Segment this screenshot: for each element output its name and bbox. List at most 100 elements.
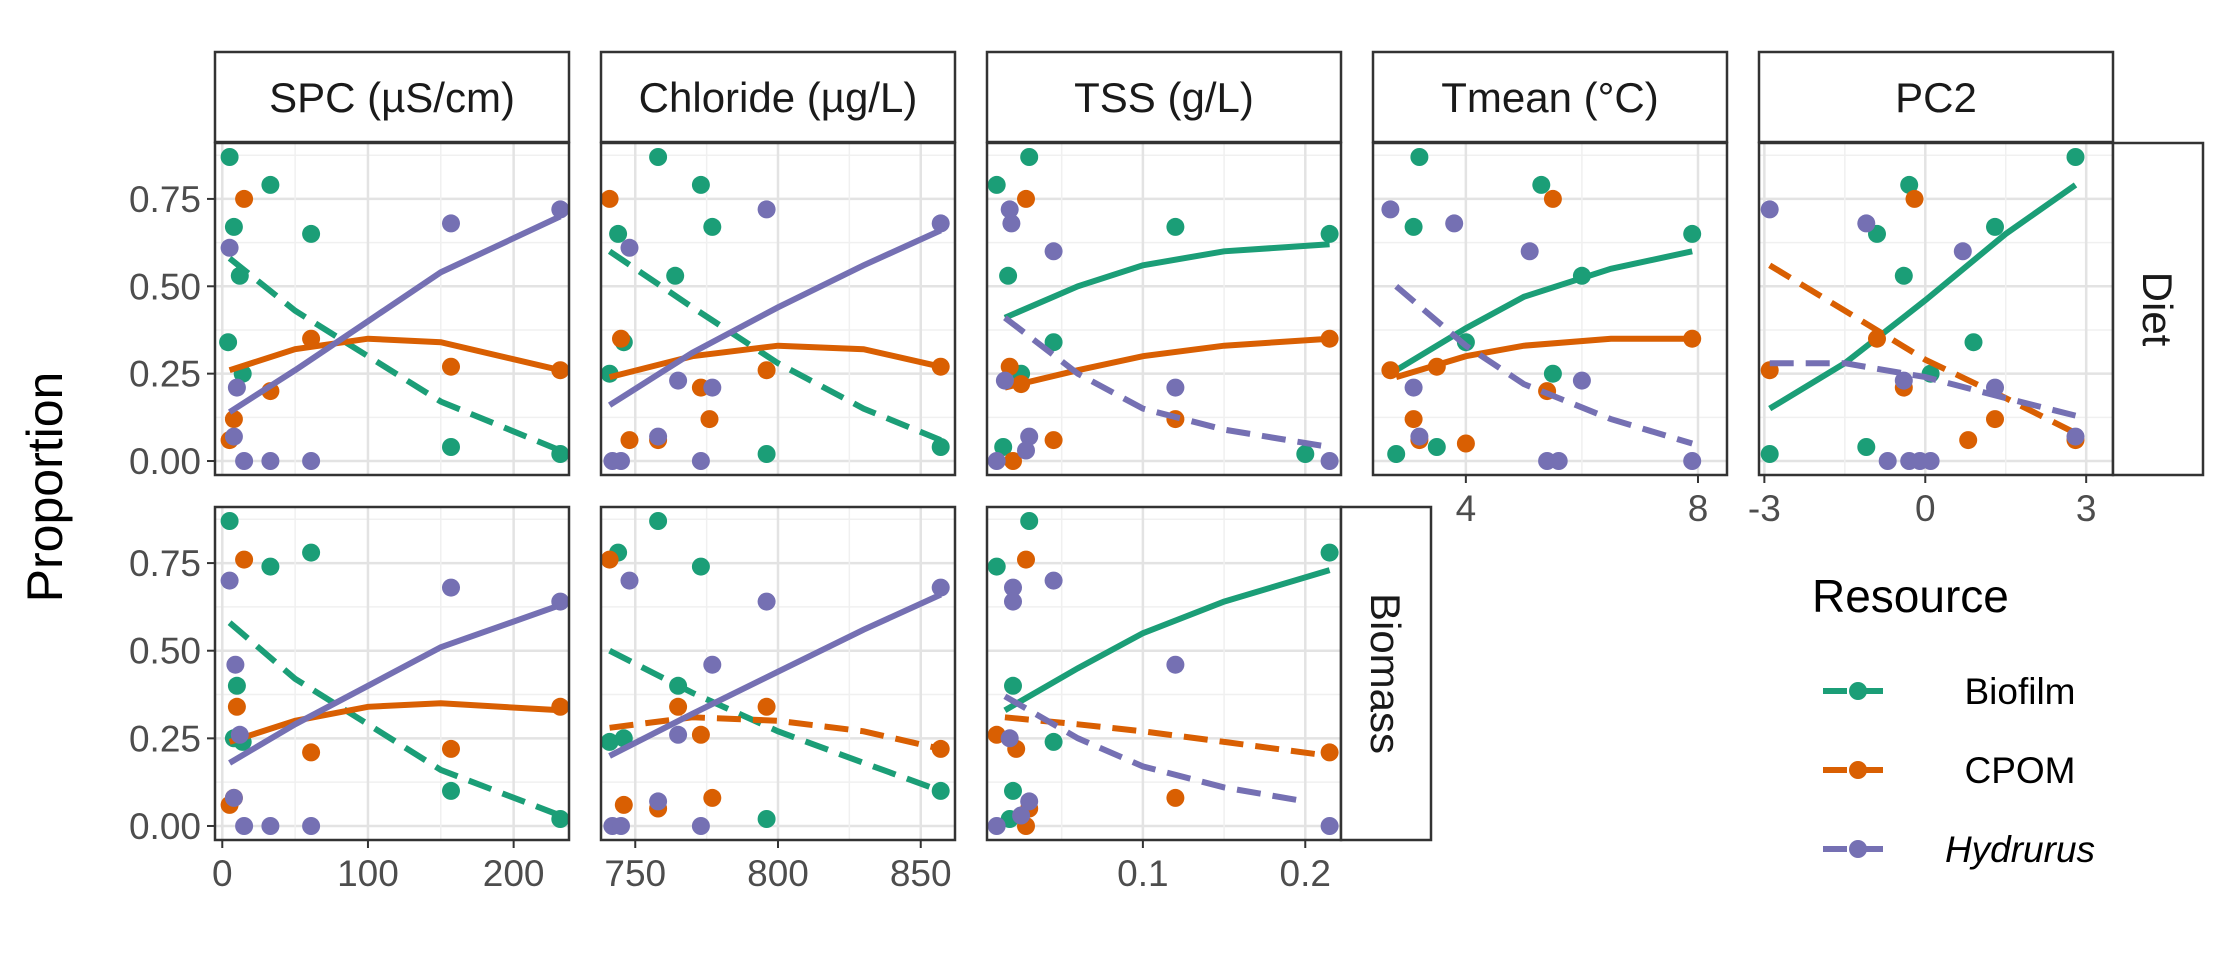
point-biofilm [1410,148,1429,166]
point-biofilm [666,266,685,285]
y-tick-label: 0.25 [129,354,201,395]
y-tick-label: 0.00 [129,806,201,847]
legend-entry-label: Biofilm [1964,671,2075,712]
point-biofilm [1320,543,1339,562]
series-biofilm [1760,148,2085,463]
facet-strip-1: Chloride (µg/L) [599,50,957,144]
point-hydrurus [1381,200,1400,219]
y-tick-label: 0.75 [129,179,201,220]
trend-line-hydrurus [1003,315,1331,450]
point-hydrurus [1986,378,2004,397]
point-biofilm [999,266,1018,285]
point-biofilm [649,148,668,166]
point-cpom [757,697,776,716]
panel-data [601,512,950,835]
panel-diet-1 [599,141,957,477]
point-biofilm [757,810,776,828]
point-hydrurus [1857,214,1876,233]
y-tick-label: 0.50 [129,631,201,672]
point-hydrurus [261,817,280,835]
point-hydrurus [220,571,239,590]
panel-data [219,148,569,470]
series-hydrurus [1381,200,1702,470]
point-hydrurus [757,200,776,219]
facet-strip-4: PC2 [1757,50,2115,144]
facet-strip-box [985,50,1343,144]
point-cpom [302,743,321,762]
point-biofilm [261,557,280,576]
legend-key-point [1849,840,1867,858]
point-cpom [700,410,719,429]
point-cpom [1320,329,1339,348]
point-hydrurus [1166,655,1185,674]
row-strip-diet: Diet [2111,141,2205,477]
panel-background [987,507,1341,840]
series-biofilm [1387,148,1702,463]
panel-biomass-1: 750 800 850 [599,505,957,894]
facet-strip-3: Tmean (°C) [1371,50,1729,144]
point-hydrurus [1520,242,1539,261]
x-tick-label: 0 [212,853,233,894]
facet-strip-label: PC2 [1895,74,1977,121]
point-hydrurus [1020,427,1039,446]
point-biofilm [994,438,1013,456]
point-biofilm [1387,445,1406,463]
point-biofilm [931,438,950,456]
trend-line-biofilm [1768,182,2078,412]
panels-layer: SPC (µS/cm) Chloride (µg/L) TSS (g/L) Tmean… [129,50,2205,894]
point-biofilm [601,732,619,751]
point-hydrurus [1004,578,1022,597]
point-cpom [442,357,460,376]
point-biofilm [224,217,243,236]
point-cpom [614,795,633,814]
point-biofilm [551,810,569,828]
point-hydrurus [703,655,722,674]
trend-line-hydrurus [1769,360,2077,419]
x-tick-label: 800 [747,853,809,894]
point-cpom [1404,410,1423,429]
point-hydrurus [1953,242,1972,261]
panel-biomass-0: 0.00 0.25 0.50 0.75 0 100 200 [129,505,571,894]
x-tick-label: 0.1 [1117,853,1168,894]
point-hydrurus [235,817,254,835]
panel-data [1381,148,1702,470]
point-biofilm [227,676,246,695]
panel-border [1371,141,1729,477]
facet-strip-box [599,50,957,144]
point-hydrurus [1404,378,1423,397]
trend-line-hydrurus [227,213,562,415]
point-hydrurus [1445,214,1464,233]
point-cpom [1905,189,1924,208]
point-hydrurus [442,578,460,597]
point-cpom [931,357,950,376]
panel-data [601,148,950,470]
row-strip-box [1339,505,1433,842]
x-tick-label: 200 [483,853,545,894]
point-biofilm [302,543,321,562]
point-hydrurus [2066,427,2085,446]
legend-entry-label: CPOM [1965,750,2076,791]
point-hydrurus [1683,452,1702,470]
y-tick-label: 0.50 [129,266,201,307]
series-hydrurus [220,571,569,835]
x-tick-label: 850 [890,853,952,894]
point-cpom [1166,788,1185,807]
series-biofilm [219,148,569,463]
trend-line-cpom [609,714,942,752]
point-biofilm [261,175,280,194]
trend-line-hydrurus [607,227,942,408]
panel-data [987,512,1339,835]
facet-strip-box [213,50,571,144]
point-cpom [601,189,619,208]
y-tick-label: 0.25 [129,718,201,759]
point-hydrurus [1044,571,1063,590]
trend-line-biofilm [227,255,562,454]
point-biofilm [220,148,239,166]
row-strip-label: Diet [2134,272,2181,347]
point-hydrurus [669,371,688,390]
trend-line-hydrurus [608,591,942,759]
panel-data [987,148,1339,470]
point-cpom [224,410,243,429]
point-cpom [1004,452,1022,470]
